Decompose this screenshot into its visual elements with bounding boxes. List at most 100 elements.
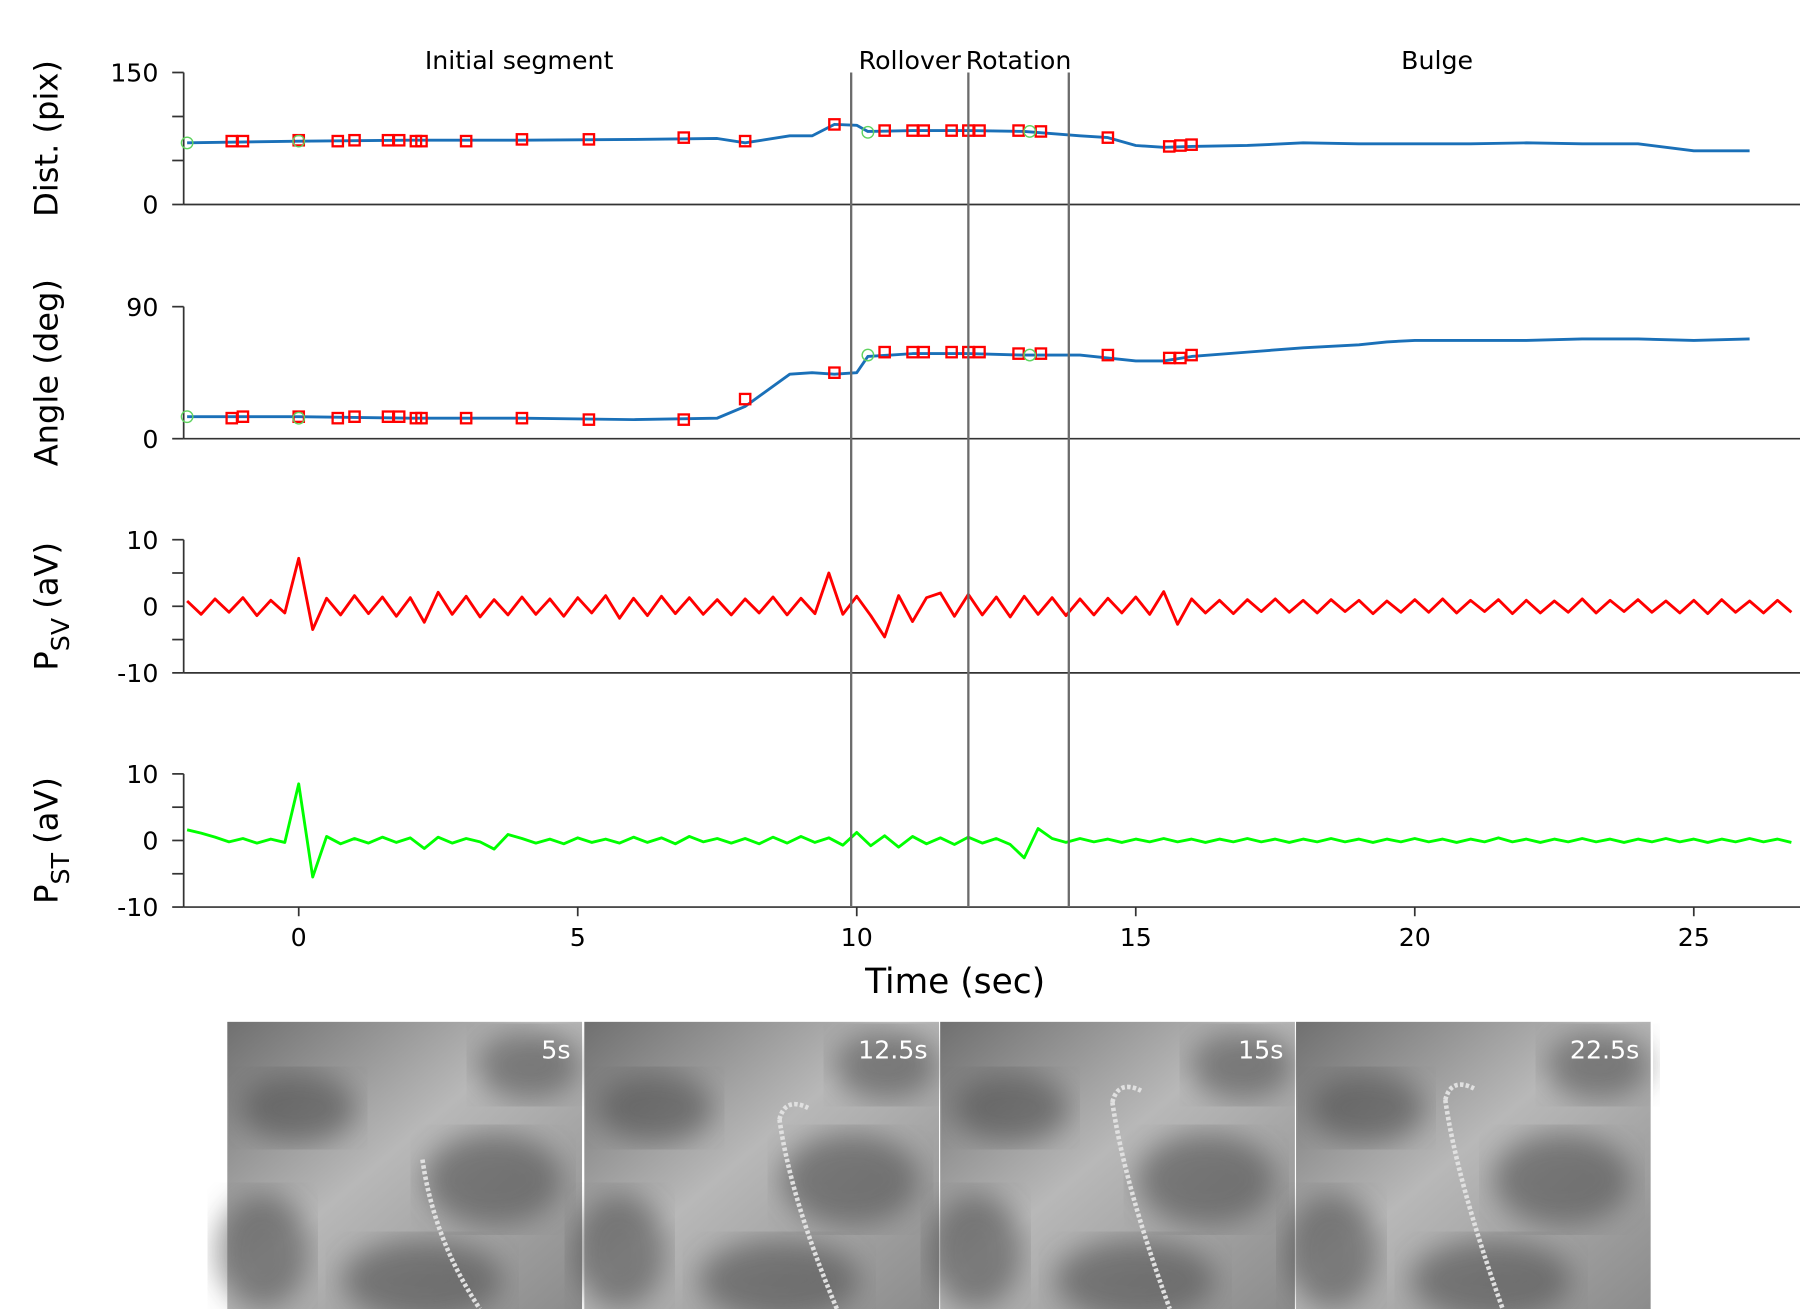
marker	[677, 413, 691, 426]
marker	[459, 134, 473, 148]
marker	[945, 124, 958, 137]
marker	[1023, 348, 1037, 362]
frame-shade	[216, 1194, 309, 1309]
frame-label: 12.5s	[858, 1036, 927, 1065]
frame-shade	[1137, 1133, 1276, 1226]
x-tick-label: 10	[841, 923, 873, 952]
marker	[1185, 348, 1198, 362]
marker	[738, 134, 752, 148]
series-line	[186, 556, 1793, 639]
y-axis-label: PST (aV)	[27, 777, 74, 904]
y-tick-label: 0	[142, 592, 158, 621]
frame-shade	[342, 1239, 503, 1309]
y-tick-label: 0	[142, 425, 158, 454]
catheter	[1110, 1101, 1172, 1309]
x-tick-label: 5	[570, 923, 586, 952]
y-label-sub: ST	[46, 852, 75, 884]
frame-label: 5s	[541, 1036, 570, 1065]
frame-shade	[834, 1030, 938, 1100]
x-axis-label: Time (sec)	[864, 962, 1045, 1002]
frame-shade	[1054, 1239, 1216, 1309]
panel: 0 150 Dist. (pix)	[27, 59, 1800, 220]
marker	[236, 134, 250, 148]
panel: -10 0 10 PSV (aV)	[27, 526, 1800, 688]
marker	[861, 348, 875, 362]
catheter	[777, 1119, 839, 1309]
marker	[180, 136, 194, 150]
marker	[1101, 131, 1115, 144]
marker	[677, 131, 691, 144]
catheter-tip	[1443, 1082, 1476, 1101]
frame-shade	[781, 1133, 920, 1226]
y-tick-label: 150	[110, 59, 158, 88]
marker	[392, 133, 406, 147]
x-tick-label: 20	[1399, 923, 1431, 952]
y-axis-label: PSV (aV)	[27, 542, 74, 671]
frame-shade	[1545, 1030, 1650, 1100]
marker	[180, 410, 194, 424]
frame: 22.5s	[1285, 1021, 1651, 1309]
frame: 5s	[216, 1021, 583, 1309]
frame: 15s	[929, 1021, 1295, 1309]
panel: 0 90 Angle (deg)	[27, 279, 1800, 466]
frame-shade	[953, 1073, 1069, 1143]
y-axis-label: Dist. (pix)	[27, 60, 65, 217]
marker	[945, 345, 958, 359]
marker	[878, 345, 891, 359]
marker	[348, 133, 361, 147]
plots: 0 150 Dist. (pix) 0 90 Angle (deg) -10 0 10 P SV (a…	[27, 46, 1800, 1002]
marker	[1023, 125, 1037, 138]
y-tick-label: 10	[126, 760, 158, 789]
y-tick-label: 0	[142, 191, 158, 220]
y-tick-label: -10	[117, 659, 158, 688]
frame: 12.5s	[573, 1021, 940, 1309]
phase-label: Rollover	[859, 46, 962, 75]
catheter	[1443, 1099, 1505, 1309]
marker	[917, 124, 931, 137]
y-label-unit: (aV)	[27, 777, 65, 844]
frame-shade	[477, 1030, 581, 1100]
marker	[582, 413, 596, 426]
phase-label: Rotation	[966, 46, 1072, 75]
frame-shade	[573, 1194, 666, 1309]
phase-label: Initial segment	[425, 46, 614, 75]
series-line	[187, 122, 1750, 153]
marker	[331, 134, 345, 148]
marker	[331, 411, 345, 425]
marker	[917, 345, 931, 359]
marker	[415, 134, 428, 148]
marker	[861, 125, 875, 139]
y-tick-label: 90	[126, 293, 158, 322]
marker	[515, 133, 529, 146]
y-label-main: P	[27, 884, 65, 903]
y-label-sub: SV	[46, 617, 75, 651]
marker	[828, 118, 841, 131]
marker	[292, 411, 306, 425]
marker	[392, 410, 406, 423]
marker	[738, 392, 752, 406]
frame-divider	[1650, 1021, 1654, 1309]
y-label-unit: (aV)	[27, 542, 65, 609]
y-tick-label: 0	[142, 827, 158, 856]
y-axis-label: Angle (deg)	[27, 279, 65, 466]
x-tick-label: 0	[291, 923, 307, 952]
marker	[878, 124, 891, 137]
catheter-tip	[1110, 1084, 1143, 1103]
x-tick-label: 25	[1678, 923, 1710, 952]
marker	[906, 345, 919, 359]
marker	[828, 366, 841, 379]
frame-label: 22.5s	[1570, 1036, 1639, 1065]
frame-label: 15s	[1238, 1036, 1283, 1065]
phase-label: Bulge	[1401, 46, 1473, 75]
marker	[459, 411, 473, 425]
series-line	[186, 782, 1792, 879]
frame-shade	[597, 1073, 713, 1143]
catheter-tip	[777, 1101, 810, 1121]
marker	[1101, 348, 1115, 362]
marker	[1185, 138, 1198, 151]
frame-shade	[424, 1133, 563, 1226]
frame-shade	[240, 1073, 356, 1143]
marker	[236, 410, 250, 423]
frame-shade	[1493, 1133, 1631, 1226]
